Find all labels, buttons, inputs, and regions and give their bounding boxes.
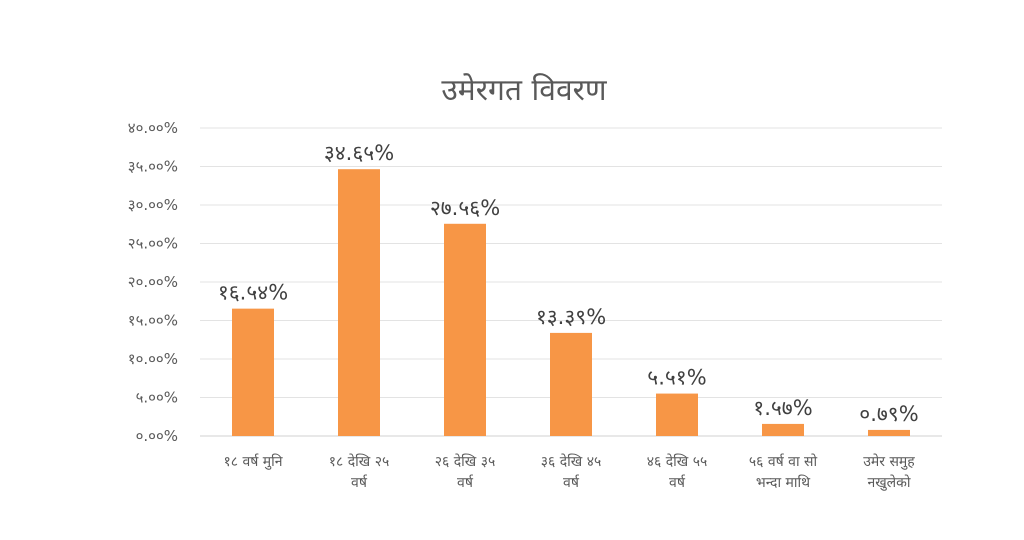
- x-tick-label: १८ देखि २५: [329, 453, 390, 470]
- x-tick-label: ४६ देखि ५५: [647, 453, 708, 470]
- bar: [656, 393, 698, 436]
- data-label: १.५७%: [753, 396, 812, 420]
- y-tick-label: ०.००%: [136, 427, 178, 445]
- y-tick-label: १५.००%: [128, 312, 178, 330]
- y-tick-label: ३०.००%: [128, 196, 178, 214]
- x-tick-label: ५६ वर्ष वा सो: [749, 453, 818, 470]
- data-label: ५.५१%: [647, 366, 706, 390]
- bar: [444, 223, 486, 436]
- y-tick-label: २५.००%: [128, 235, 178, 253]
- bar: [338, 169, 380, 436]
- data-label: २७.५६%: [430, 196, 500, 220]
- y-tick-label: ३५.००%: [128, 158, 178, 176]
- data-label: ०.७९%: [859, 402, 918, 426]
- x-tick-label: वर्ष: [563, 474, 580, 491]
- y-tick-label: ५.००%: [136, 389, 178, 407]
- x-tick-label: ३६ देखि ४५: [541, 453, 602, 470]
- data-label: १६.५४%: [218, 281, 288, 305]
- data-label: ३४.६५%: [324, 141, 394, 165]
- x-tick-label: वर्ष: [669, 474, 686, 491]
- y-tick-label: २०.००%: [128, 273, 178, 291]
- x-tick-label: वर्ष: [351, 474, 368, 491]
- x-tick-label: १८ वर्ष मुनि: [223, 453, 282, 470]
- x-tick-label: २६ देखि ३५: [435, 453, 496, 470]
- bar: [232, 308, 274, 436]
- y-tick-label: १०.००%: [128, 350, 178, 368]
- x-tick-label: वर्ष: [457, 474, 474, 491]
- x-tick-label: उमेर समुह: [863, 453, 915, 470]
- chart-title: उमेरगत विवरण: [441, 73, 608, 108]
- bar: [868, 429, 910, 436]
- bar: [550, 332, 592, 436]
- data-label: १३.३९%: [536, 305, 606, 329]
- y-tick-label: ४०.००%: [128, 119, 178, 137]
- bar: [762, 423, 804, 436]
- x-tick-label: नखुलेको: [867, 474, 910, 491]
- x-tick-label: भन्दा माथि: [756, 474, 811, 491]
